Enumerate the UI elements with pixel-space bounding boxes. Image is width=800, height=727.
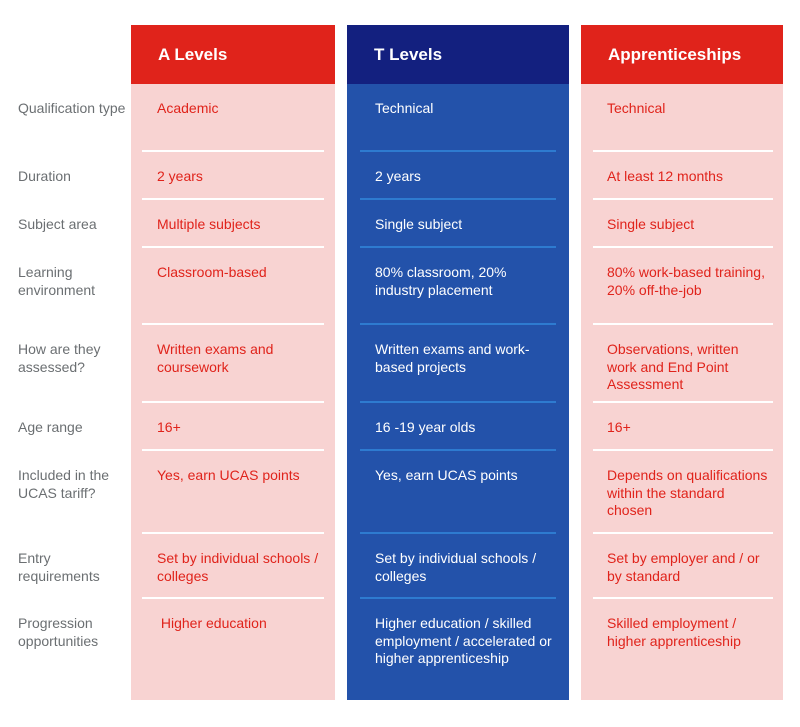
table-cell: Classroom-based xyxy=(131,248,335,325)
row-divider xyxy=(593,532,773,534)
column-header: A Levels xyxy=(131,25,335,84)
column-apprenticeships: Apprenticeships Technical At least 12 mon… xyxy=(581,25,783,700)
table-cell: Yes, earn UCAS points xyxy=(131,451,335,534)
cell-text: Set by individual schools / colleges xyxy=(157,550,322,584)
table-cell: 80% work-based training, 20% off-the-job xyxy=(581,248,783,325)
cell-text: 2 years xyxy=(157,168,203,184)
table-cell: Set by employer and / or by standard xyxy=(581,534,783,599)
row-divider xyxy=(593,323,773,325)
table-cell: Multiple subjects xyxy=(131,200,335,248)
cell-text: 2 years xyxy=(375,168,421,184)
table-cell: 16+ xyxy=(131,403,335,451)
row-divider xyxy=(142,198,324,200)
cell-text: 16+ xyxy=(607,419,631,435)
row-label: How are they assessed? xyxy=(18,341,101,375)
row-divider xyxy=(142,150,324,152)
table-cell: Single subject xyxy=(581,200,783,248)
row-label: Learning environment xyxy=(18,264,96,298)
row-divider xyxy=(360,323,556,325)
row-label: Subject area xyxy=(18,216,97,232)
cell-text: Skilled employment / higher apprenticesh… xyxy=(607,615,741,649)
cell-text: 16 -19 year olds xyxy=(375,419,476,435)
column-t-levels: T Levels Technical 2 years Single subject 8… xyxy=(347,25,569,700)
row-labels: Qualification type Duration Subject area Le… xyxy=(18,84,128,700)
table-cell: Yes, earn UCAS points xyxy=(347,451,569,534)
table-cell: Academic xyxy=(131,84,335,152)
row-label: Age range xyxy=(18,419,83,435)
table-cell: Single subject xyxy=(347,200,569,248)
cell-text: Technical xyxy=(375,100,434,116)
row-divider xyxy=(360,597,556,599)
table-cell: At least 12 months xyxy=(581,152,783,200)
row-divider xyxy=(360,532,556,534)
row-divider xyxy=(360,150,556,152)
cell-text: Yes, earn UCAS points xyxy=(375,467,518,483)
table-cell: Observations, written work and End Point… xyxy=(581,325,783,403)
row-divider xyxy=(593,449,773,451)
cell-text: At least 12 months xyxy=(607,168,723,184)
table-cell: Higher education xyxy=(131,599,335,700)
cell-text: Single subject xyxy=(375,216,463,232)
table-cell: Technical xyxy=(581,84,783,152)
row-label: Duration xyxy=(18,168,71,184)
row-label: Entry requirements xyxy=(18,550,100,584)
cell-text: Academic xyxy=(157,100,219,116)
cell-text: Classroom-based xyxy=(157,264,267,280)
table-cell: Higher education / skilled employment / … xyxy=(347,599,569,700)
cell-text: Higher education xyxy=(157,615,267,631)
table-cell: Written exams and coursework xyxy=(131,325,335,403)
row-divider xyxy=(593,597,773,599)
row-divider xyxy=(142,323,324,325)
row-divider xyxy=(142,246,324,248)
table-cell: 2 years xyxy=(347,152,569,200)
table-cell: 16 -19 year olds xyxy=(347,403,569,451)
row-divider xyxy=(142,532,324,534)
table-cell: 80% classroom, 20% industry placement xyxy=(347,248,569,325)
table-cell: Depends on qualifications within the sta… xyxy=(581,451,783,534)
row-divider xyxy=(142,449,324,451)
table-cell: Technical xyxy=(347,84,569,152)
table-cell: 2 years xyxy=(131,152,335,200)
table-cell: Skilled employment / higher apprenticesh… xyxy=(581,599,783,700)
cell-text: Observations, written work and End Point… xyxy=(607,341,743,392)
cell-text: 16+ xyxy=(157,419,181,435)
cell-text: Multiple subjects xyxy=(157,216,261,232)
cell-text: Depends on qualifications within the sta… xyxy=(607,467,772,518)
column-header: T Levels xyxy=(347,25,569,84)
row-divider xyxy=(142,597,324,599)
table-cell: 16+ xyxy=(581,403,783,451)
cell-text: Set by employer and / or by standard xyxy=(607,550,764,584)
cell-text: Single subject xyxy=(607,216,695,232)
cell-text: Set by individual schools / colleges xyxy=(375,550,540,584)
column-a-levels: A Levels Academic 2 years Multiple subject… xyxy=(131,25,335,700)
row-divider xyxy=(593,150,773,152)
row-divider xyxy=(593,246,773,248)
table-cell: Set by individual schools / colleges xyxy=(347,534,569,599)
cell-text: Higher education / skilled employment / … xyxy=(375,615,556,666)
row-divider xyxy=(360,198,556,200)
cell-text: 80% work-based training, 20% off-the-job xyxy=(607,264,769,298)
cell-text: Written exams and coursework xyxy=(157,341,278,375)
row-label: Progression opportunities xyxy=(18,615,99,649)
table-cell: Written exams and work-based projects xyxy=(347,325,569,403)
column-header: Apprenticeships xyxy=(581,25,783,84)
row-divider xyxy=(142,401,324,403)
cell-text: Technical xyxy=(607,100,666,116)
cell-text: Written exams and work-based projects xyxy=(375,341,530,375)
cell-text: 80% classroom, 20% industry placement xyxy=(375,264,511,298)
row-label: Included in the UCAS tariff? xyxy=(18,467,110,501)
row-divider xyxy=(360,401,556,403)
cell-text: Yes, earn UCAS points xyxy=(157,467,300,483)
row-divider xyxy=(593,401,773,403)
row-label: Qualification type xyxy=(18,100,126,116)
row-divider xyxy=(360,449,556,451)
table-cell: Set by individual schools / colleges xyxy=(131,534,335,599)
row-divider xyxy=(360,246,556,248)
row-divider xyxy=(593,198,773,200)
